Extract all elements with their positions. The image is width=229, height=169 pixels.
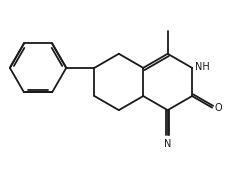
Text: NH: NH xyxy=(195,62,210,72)
Text: N: N xyxy=(164,139,171,149)
Text: O: O xyxy=(214,103,222,113)
